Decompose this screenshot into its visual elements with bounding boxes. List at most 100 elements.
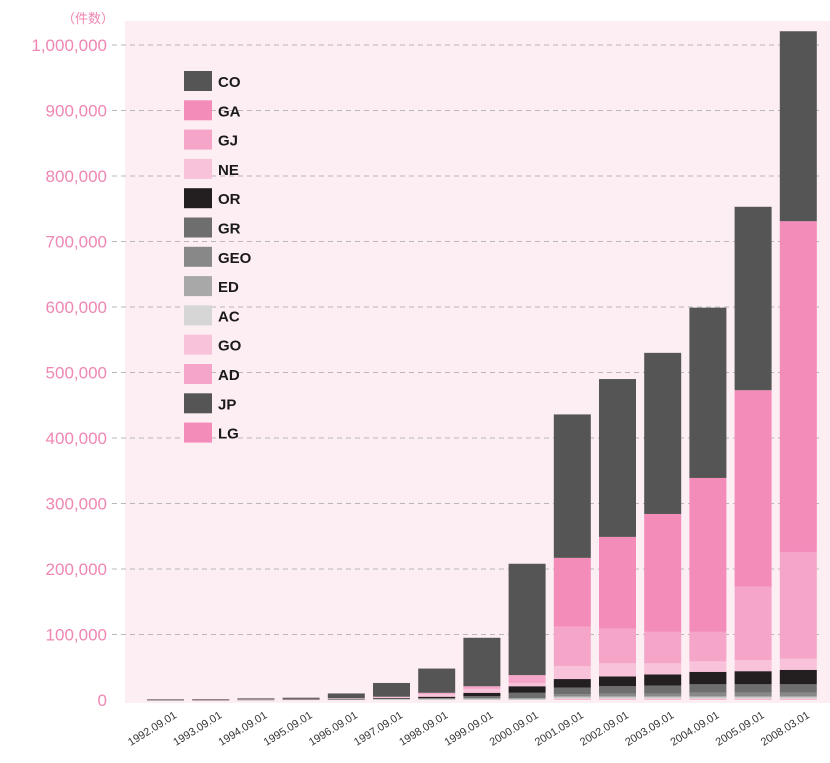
bar-segment-co [599, 379, 636, 537]
bar-segment-gj [553, 626, 591, 666]
bar-segment-geo [779, 692, 817, 697]
bar-segment-ed [508, 698, 546, 700]
bar-segment-gj [734, 586, 772, 661]
bar-segment-ac [327, 699, 365, 701]
legend-swatch [184, 422, 212, 443]
bar-stack [463, 637, 501, 700]
x-axis-ticks: 1992.09.011993.09.011994.09.011995.09.01… [126, 709, 812, 748]
bar-segment-ne [418, 694, 456, 697]
bar-segment-geo [553, 694, 591, 697]
legend-label: CO [218, 74, 241, 91]
legend-label: GJ [218, 133, 238, 150]
bar-segment-ne [463, 688, 501, 693]
x-tick-label: 2008.03.01 [759, 709, 812, 748]
bar-segment-or [779, 669, 817, 685]
bar-segment-ac [644, 697, 682, 699]
bar-segment-gr [508, 692, 546, 699]
bar-segment-or [463, 692, 501, 697]
bar-segment-ac [553, 697, 591, 699]
bar-stack [327, 693, 365, 701]
bar-segment-gj [779, 551, 817, 659]
bar-segment-or [689, 671, 727, 685]
bar-segment-gj [418, 692, 456, 695]
bar-segment-ed [463, 698, 501, 700]
legend-label: ED [218, 279, 239, 296]
bar-segment-co [373, 682, 410, 697]
legend-swatch [184, 188, 212, 209]
bar-stack [599, 379, 636, 700]
y-tick-label: 100,000 [46, 626, 107, 645]
bar-segment-co [508, 563, 546, 676]
legend-label: GO [218, 338, 242, 355]
legend-label: GA [218, 103, 241, 120]
bar-segment-ne [599, 663, 636, 677]
bar-segment-co [779, 31, 817, 222]
bar-segment-co [689, 307, 727, 478]
legend-label: AC [218, 308, 240, 325]
bar-segment-gr [463, 696, 501, 699]
legend-swatch [184, 305, 212, 326]
bar-segment-gj [689, 631, 727, 662]
x-tick-label: 2000.09.01 [488, 709, 541, 748]
bar-segment-co [644, 352, 682, 514]
x-tick-label: 1993.09.01 [171, 709, 224, 748]
x-tick-label: 2002.09.01 [578, 709, 631, 748]
bar-segment-go [644, 698, 682, 700]
bar-segment-ad [734, 699, 772, 700]
bar-segment-ne [689, 661, 727, 672]
bar-segment-or [734, 671, 772, 685]
legend-swatch [184, 334, 212, 355]
bar-segment-gr [734, 684, 772, 693]
bar-segment-gr [418, 698, 456, 699]
x-tick-label: 1996.09.01 [307, 709, 360, 748]
bar-segment-gr [644, 685, 682, 694]
y-tick-label: 0 [98, 691, 107, 710]
legend-item-ac: AC [184, 305, 240, 326]
y-tick-label: 300,000 [46, 495, 107, 514]
bar-segment-ad [599, 699, 636, 700]
x-tick-label: 1997.09.01 [352, 709, 405, 748]
legend-item-ad: AD [184, 364, 240, 384]
bar-segment-ne [327, 698, 365, 699]
bar-segment-gj [463, 686, 501, 689]
bar-segment-ed [599, 696, 636, 698]
bar-segment-ga [644, 513, 682, 632]
x-tick-label: 2003.09.01 [623, 709, 676, 748]
legend-swatch [184, 100, 212, 121]
bar-segment-ac [508, 699, 546, 700]
bar-segment-geo [599, 693, 636, 697]
bar-segment-co [327, 693, 365, 699]
bar-stack [373, 682, 410, 700]
bar-segment-geo [644, 693, 682, 697]
bar-segment-ad [689, 699, 727, 700]
bar-segment-ac [599, 697, 636, 699]
bar-segment-gr [779, 684, 817, 693]
bar-segment-go [689, 698, 727, 700]
bar-segment-co [463, 637, 501, 687]
bar-segment-ne [237, 699, 275, 700]
legend-swatch [184, 158, 212, 179]
bar-segment-ac [734, 697, 772, 699]
legend-label: OR [218, 191, 241, 208]
bar-segment-ad [779, 699, 817, 700]
y-tick-label: 700,000 [46, 233, 107, 252]
y-tick-label: 900,000 [46, 102, 107, 121]
bar-segment-co [418, 668, 456, 693]
legend-item-gr: GR [184, 217, 241, 238]
bar-segment-or [327, 698, 365, 700]
bar-segment-gr [599, 686, 636, 694]
bar-segment-or [644, 674, 682, 686]
bar-segment-or [508, 686, 546, 693]
legend-item-geo: GEO [184, 246, 252, 267]
bar-segment-ac [463, 699, 501, 700]
legend-label: AD [218, 367, 240, 384]
legend-item-ne: NE [184, 158, 239, 179]
legend-item-ed: ED [184, 276, 239, 297]
bar-segment-ad [553, 699, 591, 700]
bar-segment-geo [689, 692, 727, 697]
bar-segment-ac [373, 699, 410, 700]
bar-segment-ed [327, 699, 365, 700]
bar-segment-ne [779, 658, 817, 670]
legend-item-or: OR [184, 188, 241, 209]
